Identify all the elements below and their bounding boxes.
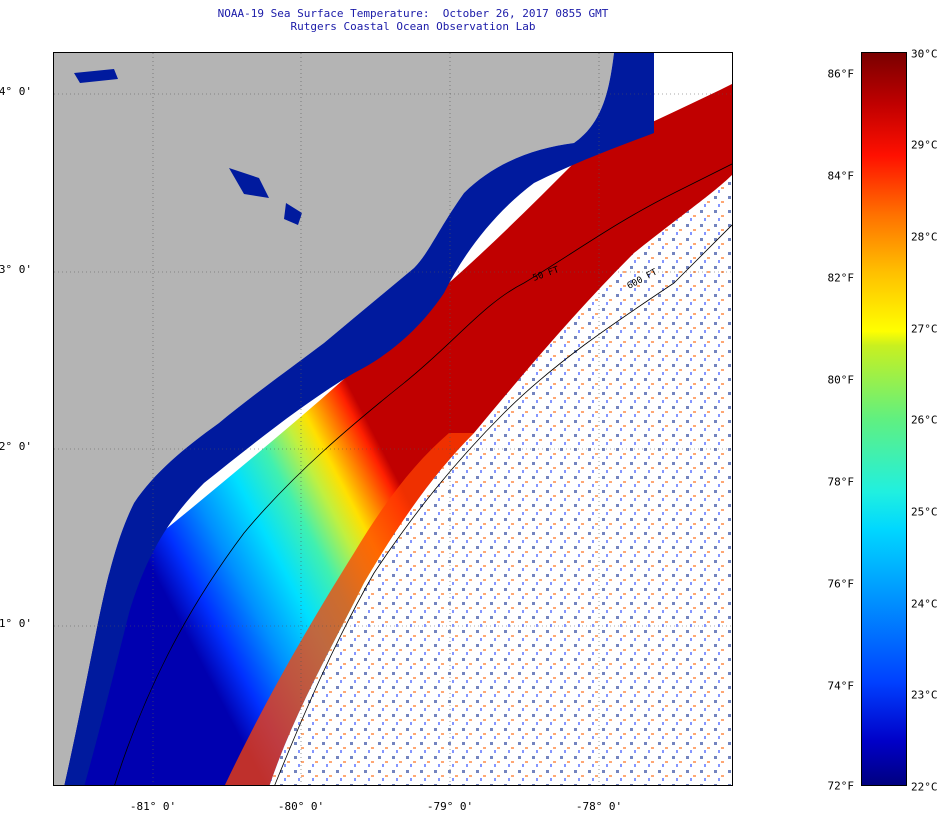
colorbar-c-label: 30°C	[911, 47, 938, 61]
graticule	[54, 53, 732, 785]
colorbar-f-label: 74°F	[827, 679, 855, 693]
isobath-600ft	[274, 224, 732, 785]
colorbar-f-label: 72°F	[827, 779, 855, 793]
colorbar-c-label: 29°C	[911, 138, 938, 152]
lat-label-31: 31° 0'	[0, 617, 32, 630]
colorbar-c-label: 24°C	[911, 597, 938, 611]
temperature-colorbar	[861, 52, 907, 786]
sst-map: 50 FT 600 FT	[53, 52, 733, 786]
lat-label-32: 32° 0'	[0, 440, 32, 453]
map-title: NOAA-19 Sea Surface Temperature: October…	[217, 7, 609, 20]
colorbar-f-label: 76°F	[827, 577, 855, 591]
colorbar-f-label: 78°F	[827, 475, 855, 489]
sst-map-canvas: 50 FT 600 FT	[54, 53, 732, 785]
cloud-speckle	[269, 174, 732, 785]
lon-label-81: -81° 0'	[129, 800, 177, 813]
lon-label-79: -79° 0'	[426, 800, 474, 813]
lon-label-78: -78° 0'	[575, 800, 623, 813]
colorbar-c-label: 28°C	[911, 230, 938, 244]
lat-label-34: 34° 0'	[0, 85, 32, 98]
colorbar-f-label: 82°F	[827, 271, 855, 285]
colorbar-f-label: 80°F	[827, 373, 855, 387]
map-subtitle: Rutgers Coastal Ocean Observation Lab	[290, 20, 536, 33]
lon-label-80: -80° 0'	[277, 800, 325, 813]
isobath-50ft	[114, 163, 732, 785]
colorbar-c-label: 22°C	[911, 780, 938, 794]
sst-gulf-stream-front	[224, 433, 474, 785]
lat-label-33: 33° 0'	[0, 263, 32, 276]
colorbar-c-label: 23°C	[911, 688, 938, 702]
colorbar-f-label: 86°F	[827, 67, 855, 81]
colorbar-c-label: 26°C	[911, 413, 938, 427]
colorbar-f-label: 84°F	[827, 169, 855, 183]
colorbar-c-label: 25°C	[911, 505, 938, 519]
inland-lake	[229, 168, 269, 198]
land-mass	[54, 53, 614, 785]
inland-lake	[284, 203, 302, 225]
nearshore-cold-water	[64, 53, 654, 785]
colorbar-c-label: 27°C	[911, 322, 938, 336]
inland-lake	[74, 69, 118, 83]
